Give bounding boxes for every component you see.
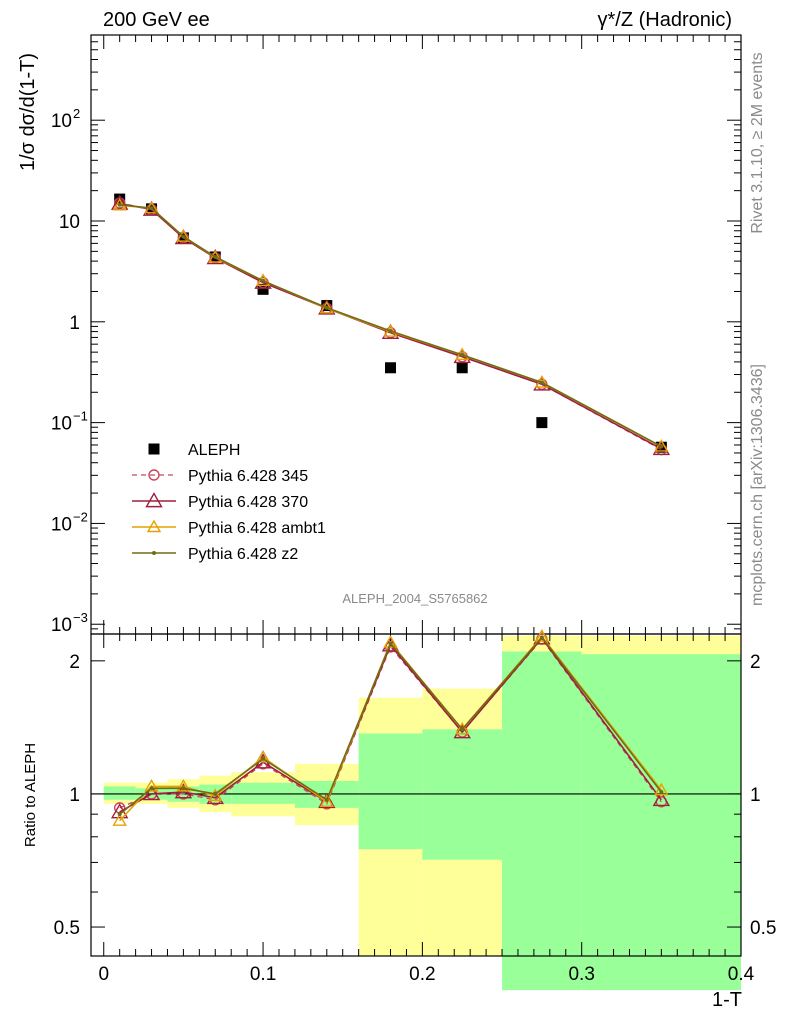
header-right: γ*/Z (Hadronic) bbox=[598, 9, 732, 31]
pythia-6-428-z2-line bbox=[119, 203, 662, 448]
ratio-pythia-6-428-z2-marker bbox=[388, 641, 393, 646]
ratio-pythia-6-428-z2-marker bbox=[460, 727, 465, 732]
y-tick-label: 10 bbox=[51, 111, 72, 132]
pythia-6-428-ambt1-marker bbox=[319, 300, 334, 314]
pythia-6-428-z2-marker bbox=[213, 254, 218, 259]
pythia-6-428-z2-marker bbox=[261, 278, 266, 283]
pythia-6-428-ambt1-marker bbox=[383, 324, 398, 337]
pythia-6-428-z2-marker bbox=[460, 352, 465, 357]
y-tick-exponent: −2 bbox=[73, 509, 88, 524]
legend-pythia-6-428-z2-marker bbox=[152, 551, 156, 555]
main-frame bbox=[90, 34, 742, 635]
legend-pythia-6-428-370-marker bbox=[145, 492, 163, 508]
ratio-pythia-6-428-ambt1-marker bbox=[383, 635, 398, 648]
pythia-6-428-z2-marker bbox=[149, 206, 154, 211]
ratio-axes: 0.5 0.5 1 1 2 2 0 0.1 0.2 0.3 0.4 bbox=[54, 633, 776, 985]
legend-pythia-6-428-345-label: Pythia 6.428 345 bbox=[188, 468, 308, 485]
ratio-pythia-6-428-z2-marker bbox=[213, 791, 218, 796]
side-label-mcplots: mcplots.cern.ch [arXiv:1306.3436] bbox=[749, 364, 766, 606]
ratio-pythia-6-428-z2-marker bbox=[539, 635, 544, 640]
legend-pythia-6-428-z2-label: Pythia 6.428 z2 bbox=[188, 546, 298, 563]
ratio-frame bbox=[90, 633, 742, 957]
aleph-data-point bbox=[321, 300, 333, 312]
ratio-pythia-6-428-ambt1-marker bbox=[255, 749, 271, 763]
ratio-pythia-6-428-370-marker bbox=[318, 792, 336, 809]
y-tick-label: 10 bbox=[51, 615, 72, 636]
legend-pythia-6-428-345-marker bbox=[148, 469, 160, 481]
ratio-inner-band bbox=[502, 651, 582, 991]
ratio-y-tick-label: 0.5 bbox=[54, 918, 80, 939]
ratio-pythia-6-428-ambt1-marker bbox=[454, 721, 470, 735]
legend-pythia-6-428-ambt1-label: Pythia 6.428 ambt1 bbox=[188, 520, 326, 537]
legend-aleph-marker bbox=[148, 443, 160, 455]
ratio-pythia-6-428-z2-marker bbox=[117, 812, 122, 817]
ratio-pythia-6-428-ambt1-marker bbox=[144, 778, 159, 792]
ratio-pythia-6-428-z2-marker bbox=[149, 786, 154, 791]
ratio-inner-band bbox=[581, 654, 741, 991]
ratio-pythia-6-428-ambt1-marker bbox=[176, 778, 191, 792]
pythia-6-428-ambt1-marker bbox=[208, 250, 223, 263]
x-tick-label: 0.1 bbox=[250, 964, 276, 985]
aleph-data-point bbox=[536, 417, 548, 429]
ratio-pythia-6-428-z2-marker bbox=[324, 797, 329, 802]
legend-pythia-6-428-ambt1-marker bbox=[146, 519, 162, 533]
pythia-6-428-z2-marker bbox=[539, 380, 544, 385]
x-tick-label: 0.2 bbox=[409, 964, 435, 985]
pythia-6-428-z2-marker bbox=[181, 234, 186, 239]
ratio-pythia-6-428-370-marker bbox=[652, 790, 671, 807]
y-tick-exponent: −1 bbox=[73, 409, 88, 424]
aleph-data-point bbox=[385, 362, 397, 374]
pythia-6-428-z2-marker bbox=[388, 329, 393, 334]
pythia-6-428-370-line bbox=[119, 202, 662, 450]
y-tick-exponent: 2 bbox=[73, 106, 80, 121]
ratio-inner-band bbox=[358, 733, 423, 850]
legend: ALEPH Pythia 6.428 345 Pythia 6.428 370 Pyt… bbox=[132, 442, 326, 563]
ratio-y-tick-label-right: 2 bbox=[750, 652, 761, 673]
main-ylabel: 1/σ dσ/d(1-T) bbox=[17, 53, 39, 171]
x-tick-label: 0.3 bbox=[568, 964, 594, 985]
ratio-inner-band bbox=[103, 786, 136, 800]
ratio-pythia-6-428-ambt1-marker bbox=[112, 813, 127, 826]
y-tick-label: 10 bbox=[51, 514, 72, 535]
aleph-data-point bbox=[456, 362, 468, 374]
ratio-y-tick-label-right: 1 bbox=[750, 785, 761, 806]
ratio-pythia-6-428-z2-marker bbox=[261, 756, 266, 761]
ratio-pythia-6-428-ambt1-marker bbox=[319, 794, 334, 807]
ratio-pythia-6-428-z2-marker bbox=[181, 786, 186, 791]
pythia-6-428-z2-marker bbox=[324, 305, 329, 310]
ratio-pythia-6-428-ambt1-marker bbox=[208, 788, 223, 802]
ratio-pythia-6-428-ambt1-marker bbox=[534, 629, 550, 642]
main-series-layer bbox=[110, 193, 671, 456]
legend-aleph-label: ALEPH bbox=[188, 442, 240, 459]
y-tick-label: 10 bbox=[59, 212, 80, 233]
header-left: 200 GeV ee bbox=[103, 9, 210, 31]
ratio-pythia-6-428-z2-line bbox=[119, 636, 662, 815]
pythia-6-428-z2-marker bbox=[117, 202, 122, 207]
ratio-y-tick-label-right: 0.5 bbox=[750, 918, 776, 939]
ratio-inner-band bbox=[231, 782, 295, 804]
ratio-y-tick-label: 2 bbox=[69, 652, 80, 673]
x-tick-label: 0 bbox=[98, 964, 109, 985]
ratio-pythia-6-428-370-line bbox=[119, 636, 662, 813]
x-tick-label: 0.4 bbox=[728, 964, 755, 985]
y-tick-label: 10 bbox=[51, 414, 72, 435]
x-axis-label: 1-T bbox=[712, 989, 742, 1011]
watermark: ALEPH_2004_S5765862 bbox=[342, 591, 487, 606]
pythia-6-428-z2-marker bbox=[659, 444, 664, 449]
y-tick-exponent: −3 bbox=[73, 610, 88, 625]
ratio-pythia-6-428-370-marker bbox=[142, 785, 161, 801]
ratio-bands bbox=[103, 635, 741, 991]
aleph-data-point bbox=[257, 283, 269, 295]
ratio-series-layer bbox=[110, 629, 671, 826]
ratio-ylabel: Ratio to ALEPH bbox=[22, 743, 39, 847]
ratio-pythia-6-428-z2-marker bbox=[659, 790, 664, 795]
ratio-y-tick-label: 1 bbox=[69, 785, 80, 806]
side-label-rivet: Rivet 3.1.10, ≥ 2M events bbox=[749, 52, 766, 233]
legend-pythia-6-428-370-label: Pythia 6.428 370 bbox=[188, 494, 308, 511]
pythia-6-428-ambt1-marker bbox=[176, 229, 191, 242]
y-tick-label: 1 bbox=[69, 313, 80, 334]
